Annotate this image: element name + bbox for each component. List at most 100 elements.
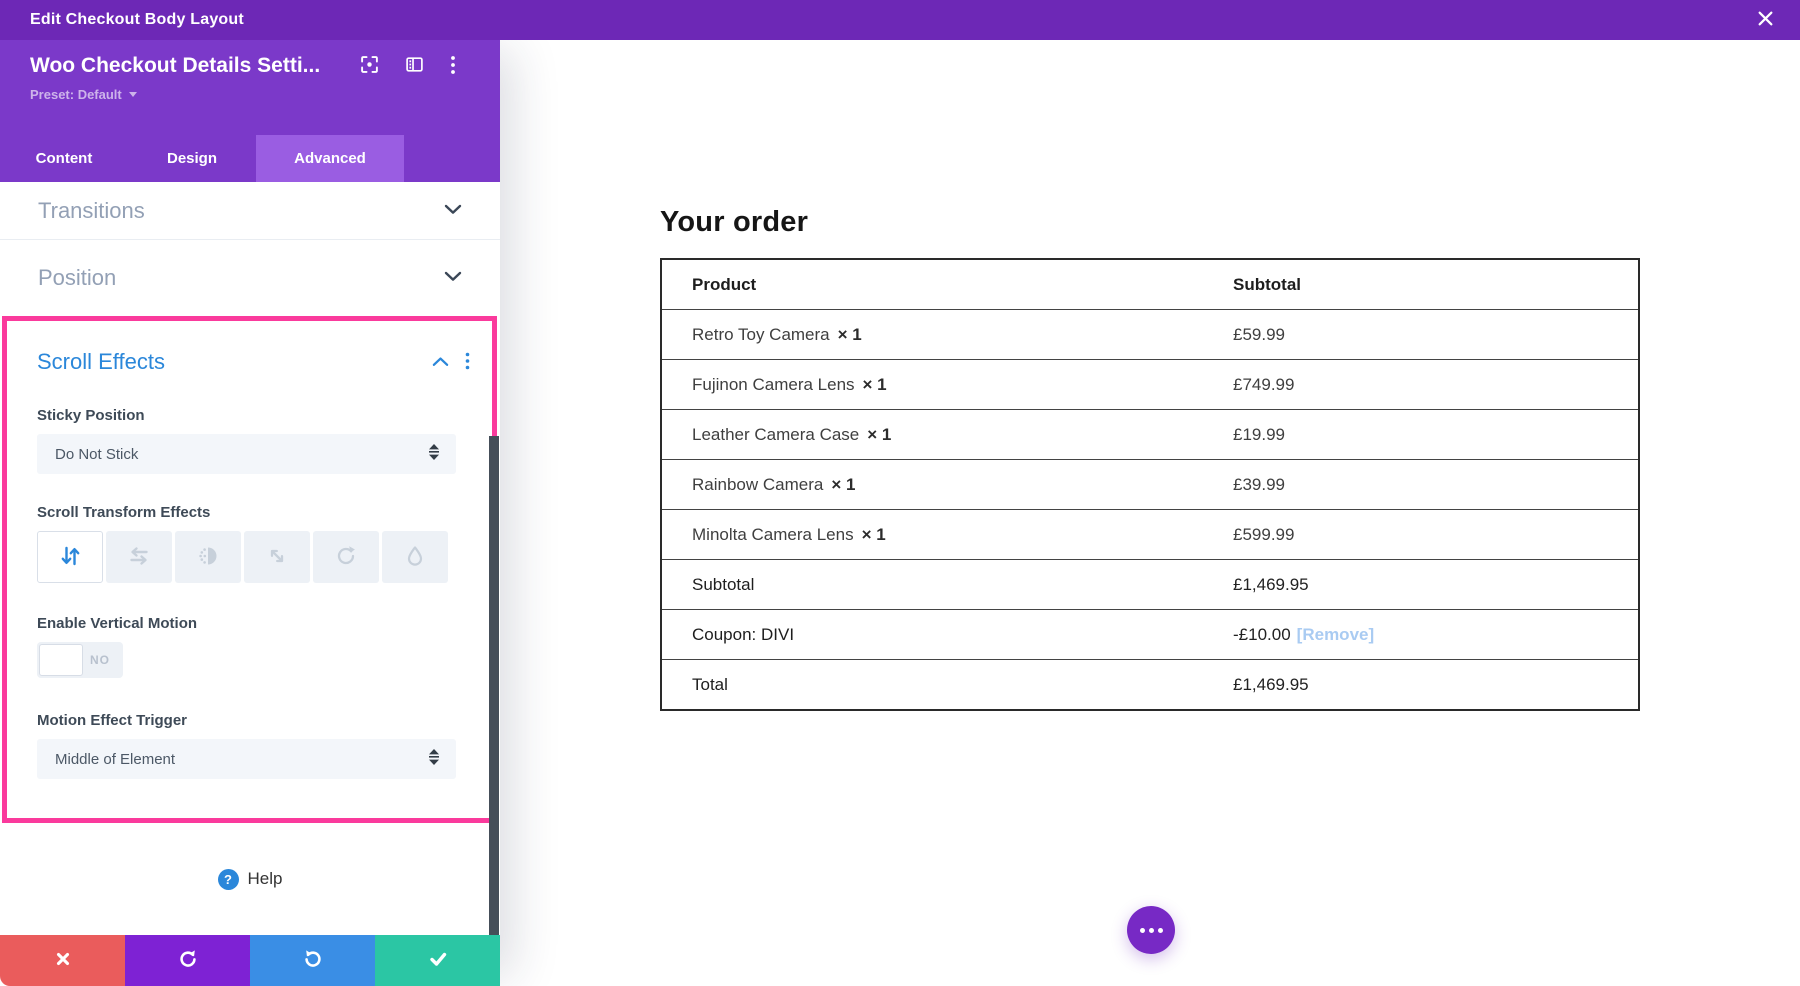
save-button[interactable]	[375, 935, 500, 986]
product-name: Minolta Camera Lens	[692, 524, 854, 544]
section-title: Position	[38, 265, 117, 290]
selected-value: Do Not Stick	[55, 445, 139, 463]
summary-label: Total	[692, 674, 728, 694]
product-subtotal: £39.99	[1233, 474, 1285, 494]
undo-button[interactable]	[125, 935, 250, 986]
redo-icon	[302, 948, 324, 973]
product-quantity: × 1	[861, 524, 886, 544]
scaling-icon	[264, 543, 290, 572]
summary-value: £1,469.95	[1233, 574, 1309, 594]
collapse-section-button[interactable]	[432, 355, 449, 370]
summary-label: Coupon: DIVI	[692, 624, 795, 644]
check-icon	[428, 949, 448, 972]
product-name: Leather Camera Case	[692, 424, 860, 444]
table-header-row: Product Subtotal	[661, 259, 1639, 310]
section-title: Transitions	[38, 197, 145, 223]
blur-icon	[402, 543, 428, 572]
horizontal-motion-icon	[126, 543, 152, 572]
help-button[interactable]: ? Help	[212, 868, 289, 891]
vertical-motion-toggle[interactable]: NO	[37, 642, 123, 678]
product-quantity: × 1	[831, 474, 856, 494]
vertical-motion-effect-button[interactable]	[37, 531, 103, 583]
expand-panel-button[interactable]	[405, 55, 424, 77]
section-options-button[interactable]	[465, 352, 470, 373]
remove-coupon-link[interactable]: [Remove]	[1296, 624, 1375, 644]
settings-tabs: Content Design Advanced	[0, 135, 500, 182]
table-row: Fujinon Camera Lens × 1 £749.99	[661, 360, 1639, 410]
chevron-down-icon	[444, 202, 462, 220]
close-button[interactable]	[1757, 10, 1774, 30]
cross-icon	[54, 950, 72, 971]
coupon-amount: -£10.00	[1233, 624, 1291, 644]
product-name: Retro Toy Camera	[692, 324, 830, 344]
close-icon	[1757, 10, 1774, 30]
preset-label: Preset: Default	[30, 87, 122, 102]
horizontal-motion-effect-button[interactable]	[106, 531, 172, 583]
preset-selector[interactable]: Preset: Default	[30, 87, 137, 102]
product-quantity: × 1	[867, 424, 892, 444]
selected-value: Middle of Element	[55, 750, 176, 768]
vertical-motion-icon	[57, 543, 83, 572]
panel-scrollbar[interactable]	[489, 436, 499, 935]
table-row: Rainbow Camera × 1 £39.99	[661, 460, 1639, 510]
motion-effect-trigger-label: Motion Effect Trigger	[37, 712, 187, 729]
help-icon: ?	[217, 868, 239, 890]
blur-effect-button[interactable]	[382, 531, 448, 583]
rotating-icon	[333, 543, 359, 572]
sticky-position-select[interactable]: Do Not Stick	[37, 434, 456, 474]
fade-icon	[195, 543, 221, 572]
order-heading: Your order	[660, 206, 809, 238]
tab-advanced[interactable]: Advanced	[256, 135, 404, 182]
table-row: Leather Camera Case × 1 £19.99	[661, 410, 1639, 460]
focus-module-button[interactable]	[360, 55, 379, 77]
toggle-state: NO	[90, 653, 110, 667]
order-table: Product Subtotal Retro Toy Camera × 1 £59…	[660, 258, 1640, 711]
module-title: Woo Checkout Details Setti...	[30, 54, 321, 77]
table-row: Retro Toy Camera × 1 £59.99	[661, 310, 1639, 360]
coupon-row: Coupon: DIVI -£10.00 [Remove]	[661, 610, 1639, 660]
product-name: Rainbow Camera	[692, 474, 824, 494]
module-options-button[interactable]	[450, 55, 456, 78]
builder-toolbar	[0, 935, 500, 986]
caret-down-icon	[128, 92, 137, 97]
stepper-icon	[428, 749, 440, 769]
chevron-down-icon	[444, 269, 462, 287]
scroll-transform-effects-label: Scroll Transform Effects	[37, 504, 211, 521]
section-position[interactable]: Position	[0, 240, 500, 316]
product-subtotal: £749.99	[1233, 374, 1295, 394]
product-quantity: × 1	[837, 324, 862, 344]
scroll-effects-section: Scroll Effects	[2, 316, 497, 823]
product-subtotal: £19.99	[1233, 424, 1285, 444]
tab-design[interactable]: Design	[166, 150, 217, 167]
module-header: Woo Checkout Details Setti...	[0, 40, 500, 135]
product-subtotal: £599.99	[1233, 524, 1295, 544]
enable-vertical-motion-label: Enable Vertical Motion	[37, 615, 198, 632]
motion-trigger-select[interactable]: Middle of Element	[37, 739, 456, 779]
kebab-menu-icon	[450, 55, 456, 78]
panel-body: Transitions Position Scroll Effects	[0, 182, 500, 935]
section-transitions[interactable]: Transitions	[0, 182, 500, 240]
column-subtotal: Subtotal	[1233, 274, 1301, 294]
product-subtotal: £59.99	[1233, 324, 1285, 344]
summary-label: Subtotal	[692, 574, 755, 594]
focus-icon	[360, 55, 379, 77]
kebab-menu-icon	[465, 352, 470, 373]
table-row: Minolta Camera Lens × 1 £599.99	[661, 510, 1639, 560]
discard-button[interactable]	[0, 935, 125, 986]
modal-titlebar: Edit Checkout Body Layout	[0, 0, 1800, 40]
layout-columns-icon	[405, 55, 424, 77]
tab-content[interactable]: Content	[35, 150, 93, 167]
summary-value: £1,469.95	[1233, 674, 1309, 694]
column-product: Product	[692, 274, 757, 294]
rotating-effect-button[interactable]	[313, 531, 379, 583]
help-row: ? Help	[0, 823, 500, 935]
redo-button[interactable]	[250, 935, 375, 986]
modal-title: Edit Checkout Body Layout	[30, 11, 244, 28]
page-settings-button[interactable]	[1127, 906, 1175, 954]
help-label: Help	[247, 869, 283, 888]
toggle-knob	[39, 644, 83, 676]
transform-effects-group	[37, 531, 456, 583]
fade-effect-button[interactable]	[175, 531, 241, 583]
scaling-effect-button[interactable]	[244, 531, 310, 583]
